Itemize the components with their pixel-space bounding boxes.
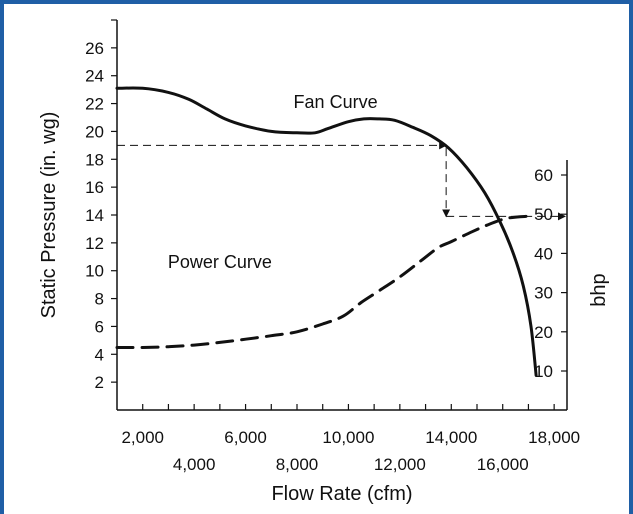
reference-line-group: [117, 141, 566, 221]
y-tick-label: 2: [95, 373, 104, 392]
annotation-group: Fan Curve Power Curve: [168, 92, 378, 272]
y-tick-label: 14: [85, 206, 104, 225]
power-curve-line: [115, 214, 530, 350]
fan-curve-line: [115, 86, 538, 377]
y2-axis-title: bhp: [588, 273, 610, 306]
power-curve-label: Power Curve: [168, 252, 272, 272]
x-tick-label: 18,000: [528, 428, 580, 447]
series-group: [115, 86, 538, 377]
y-tick-label: 22: [85, 95, 104, 114]
x-tick-label: 4,000: [173, 455, 216, 474]
y-tick-label: 12: [85, 234, 104, 253]
x-axis-title: Flow Rate (cfm): [271, 483, 412, 505]
y2-tick-label: 60: [534, 166, 553, 185]
y-tick-label: 16: [85, 178, 104, 197]
x-tick-label: 14,000: [425, 428, 477, 447]
y2-tick-label: 30: [534, 284, 553, 303]
fan-curve-label: Fan Curve: [294, 92, 378, 112]
y-tick-label: 6: [95, 317, 104, 336]
x-tick-label: 16,000: [477, 455, 529, 474]
y-axis-title: Static Pressure (in. wg): [38, 112, 60, 319]
x-tick-label: 6,000: [224, 428, 267, 447]
x-tick-label: 12,000: [374, 455, 426, 474]
y-tick-label: 4: [95, 345, 104, 364]
y-tick-label: 20: [85, 122, 104, 141]
y-tick-label: 8: [95, 290, 104, 309]
y-tick-label: 10: [85, 262, 104, 281]
x-tick-label: 10,000: [322, 428, 374, 447]
y-tick-label: 26: [85, 39, 104, 58]
y2-tick-label: 50: [534, 205, 553, 224]
y2-tick-label: 20: [534, 323, 553, 342]
x-tick-label: 2,000: [121, 428, 164, 447]
y2-tick-label: 10: [534, 362, 553, 381]
y2-tick-label: 40: [534, 244, 553, 263]
y2-tick-group: 10 20 30 40 50 60: [534, 166, 567, 381]
y-tick-label: 18: [85, 150, 104, 169]
y-tick-label: 24: [85, 67, 104, 86]
x-tick-label: 8,000: [276, 455, 319, 474]
